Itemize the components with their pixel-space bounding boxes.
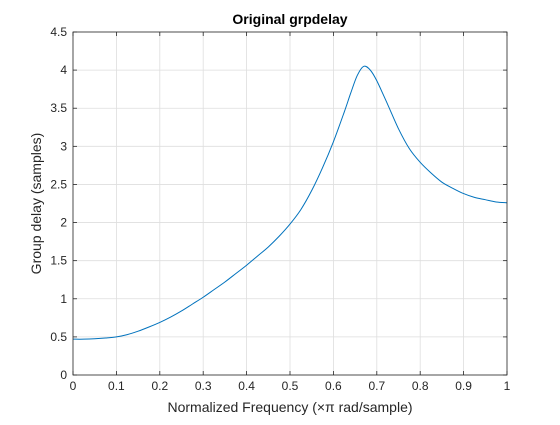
- x-tick-label: 0.9: [455, 379, 472, 393]
- y-tick-label: 3.5: [50, 101, 67, 115]
- y-tick-label: 3: [60, 139, 67, 153]
- x-axis-label: Normalized Frequency (×π rad/sample): [167, 399, 412, 415]
- x-tick-label: 0.8: [412, 379, 429, 393]
- x-tick-label: 0.4: [238, 379, 255, 393]
- x-tick-label: 0.6: [325, 379, 342, 393]
- y-tick-label: 0: [60, 368, 67, 382]
- y-tick-label: 2.5: [50, 177, 67, 191]
- y-tick-label: 0.5: [50, 330, 67, 344]
- y-tick-label: 1: [60, 292, 67, 306]
- group-delay-line: [72, 65, 508, 340]
- y-tick-label: 2: [60, 216, 67, 230]
- x-tick-label: 1: [504, 379, 511, 393]
- y-axis-label: Group delay (samples): [28, 133, 44, 275]
- x-tick-label: 0.3: [195, 379, 212, 393]
- y-tick-label: 4: [60, 63, 67, 77]
- x-tick-label: 0.5: [282, 379, 299, 393]
- x-tick-label: 0.2: [151, 379, 168, 393]
- ticks: [72, 31, 508, 376]
- y-tick-label: 4.5: [50, 25, 67, 39]
- x-tick-label: 0.7: [368, 379, 385, 393]
- x-tick-label: 0.1: [108, 379, 125, 393]
- series-group: [72, 65, 508, 340]
- y-tick-labels: 0 0.5 1 1.5 2 2.5 3 3.5 4 4.5: [50, 25, 67, 382]
- chart-title: Original grpdelay: [232, 11, 347, 27]
- y-tick-label: 1.5: [50, 254, 67, 268]
- x-tick-label: 0: [70, 379, 77, 393]
- x-tick-labels: 0 0.1 0.2 0.3 0.4 0.5 0.6 0.7 0.8 0.9 1: [70, 379, 511, 393]
